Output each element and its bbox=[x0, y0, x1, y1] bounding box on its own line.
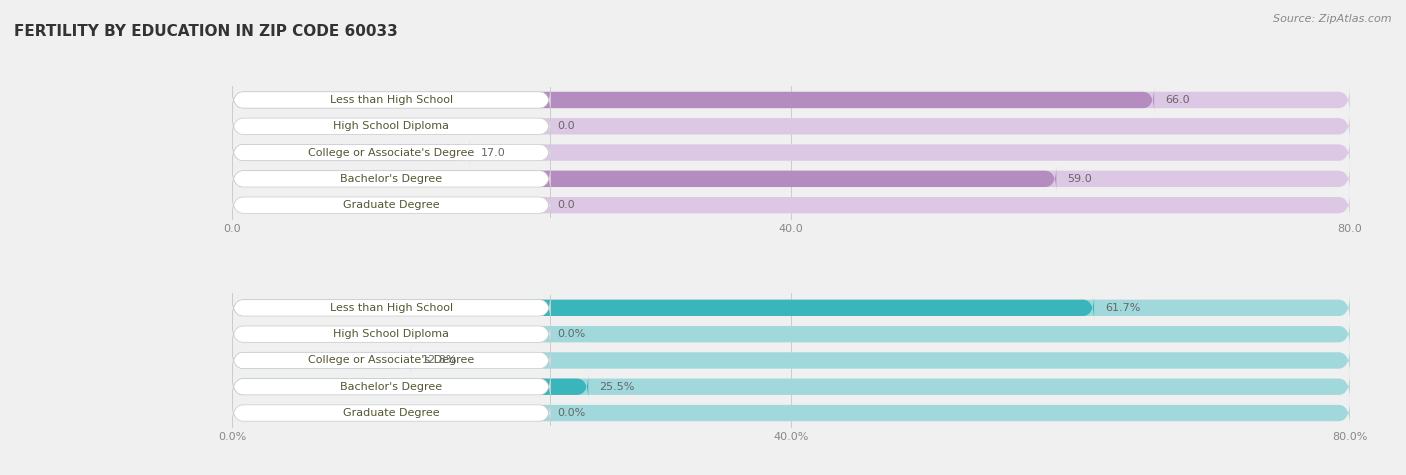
FancyBboxPatch shape bbox=[232, 295, 551, 321]
FancyBboxPatch shape bbox=[232, 87, 1154, 113]
FancyBboxPatch shape bbox=[232, 140, 1350, 165]
FancyBboxPatch shape bbox=[232, 295, 1094, 321]
FancyBboxPatch shape bbox=[232, 140, 470, 165]
FancyBboxPatch shape bbox=[232, 87, 1350, 113]
FancyBboxPatch shape bbox=[232, 114, 1350, 139]
FancyBboxPatch shape bbox=[232, 321, 1350, 347]
FancyBboxPatch shape bbox=[232, 400, 1350, 426]
Text: 25.5%: 25.5% bbox=[599, 382, 636, 392]
Text: FERTILITY BY EDUCATION IN ZIP CODE 60033: FERTILITY BY EDUCATION IN ZIP CODE 60033 bbox=[14, 24, 398, 39]
Text: Source: ZipAtlas.com: Source: ZipAtlas.com bbox=[1274, 14, 1392, 24]
FancyBboxPatch shape bbox=[232, 321, 1350, 347]
Text: 0.0%: 0.0% bbox=[558, 329, 586, 339]
Text: High School Diploma: High School Diploma bbox=[333, 121, 450, 131]
FancyBboxPatch shape bbox=[232, 374, 1350, 399]
FancyBboxPatch shape bbox=[232, 192, 1350, 218]
Text: 0.0%: 0.0% bbox=[558, 408, 586, 418]
FancyBboxPatch shape bbox=[232, 348, 1350, 373]
Text: Bachelor's Degree: Bachelor's Degree bbox=[340, 174, 443, 184]
FancyBboxPatch shape bbox=[232, 348, 411, 373]
Text: 61.7%: 61.7% bbox=[1105, 303, 1140, 313]
Text: 0.0: 0.0 bbox=[558, 200, 575, 210]
FancyBboxPatch shape bbox=[232, 348, 551, 373]
Text: Less than High School: Less than High School bbox=[330, 303, 453, 313]
FancyBboxPatch shape bbox=[232, 114, 1350, 139]
FancyBboxPatch shape bbox=[232, 374, 1350, 399]
Text: 12.8%: 12.8% bbox=[422, 355, 457, 365]
Text: Graduate Degree: Graduate Degree bbox=[343, 408, 440, 418]
FancyBboxPatch shape bbox=[232, 87, 1350, 113]
Text: Less than High School: Less than High School bbox=[330, 95, 453, 105]
FancyBboxPatch shape bbox=[232, 192, 551, 218]
FancyBboxPatch shape bbox=[232, 374, 588, 399]
FancyBboxPatch shape bbox=[232, 166, 1056, 192]
FancyBboxPatch shape bbox=[232, 295, 1350, 321]
FancyBboxPatch shape bbox=[232, 400, 1350, 426]
FancyBboxPatch shape bbox=[232, 87, 551, 113]
FancyBboxPatch shape bbox=[232, 400, 551, 426]
FancyBboxPatch shape bbox=[232, 166, 1350, 192]
Text: Graduate Degree: Graduate Degree bbox=[343, 200, 440, 210]
FancyBboxPatch shape bbox=[232, 166, 1350, 192]
Text: Bachelor's Degree: Bachelor's Degree bbox=[340, 382, 443, 392]
FancyBboxPatch shape bbox=[232, 348, 1350, 373]
Text: High School Diploma: High School Diploma bbox=[333, 329, 450, 339]
Text: 66.0: 66.0 bbox=[1166, 95, 1189, 105]
Text: 17.0: 17.0 bbox=[481, 148, 505, 158]
Text: 0.0: 0.0 bbox=[558, 121, 575, 131]
FancyBboxPatch shape bbox=[232, 374, 551, 399]
FancyBboxPatch shape bbox=[232, 321, 551, 347]
Text: College or Associate's Degree: College or Associate's Degree bbox=[308, 148, 474, 158]
FancyBboxPatch shape bbox=[232, 140, 1350, 165]
FancyBboxPatch shape bbox=[232, 114, 551, 139]
FancyBboxPatch shape bbox=[232, 166, 551, 192]
Text: 59.0: 59.0 bbox=[1067, 174, 1092, 184]
FancyBboxPatch shape bbox=[232, 140, 551, 165]
FancyBboxPatch shape bbox=[232, 295, 1350, 321]
FancyBboxPatch shape bbox=[232, 192, 1350, 218]
Text: College or Associate's Degree: College or Associate's Degree bbox=[308, 355, 474, 365]
